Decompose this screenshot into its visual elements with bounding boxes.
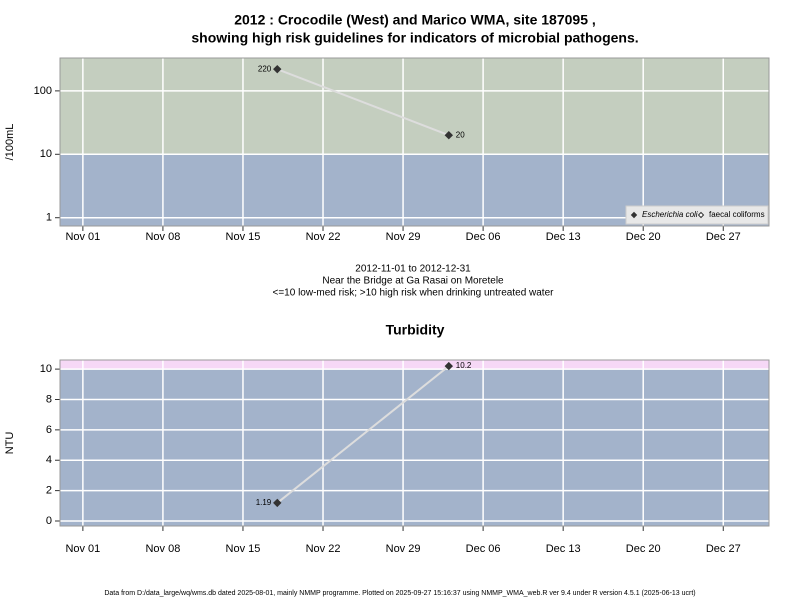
x-tick-label: Dec 06 <box>466 543 501 555</box>
x-tick-label: Dec 27 <box>706 543 741 555</box>
legend-marker <box>630 211 638 219</box>
band-below <box>60 369 769 526</box>
y-tick-label: 0 <box>46 515 52 527</box>
chart-title: 2012 : Crocodile (West) and Marico WMA, … <box>234 12 596 28</box>
x-tick-label: Dec 13 <box>546 543 581 555</box>
data-point <box>444 361 454 371</box>
legend-label: Escherichia coli <box>642 210 698 219</box>
data-point <box>444 130 454 140</box>
data-label: 220 <box>258 64 272 73</box>
x-tick-label: Nov 08 <box>145 231 180 243</box>
x-tick-label: Nov 15 <box>226 231 261 243</box>
legend-marker <box>697 211 705 219</box>
data-label: 20 <box>456 130 465 139</box>
band-above <box>60 360 769 370</box>
x-tick-label: Nov 01 <box>65 543 100 555</box>
y-tick-label: 6 <box>46 424 52 436</box>
x-tick-label: Nov 15 <box>226 543 261 555</box>
legend: Escherichia coli faecal coliforms <box>625 205 769 225</box>
data-point <box>273 64 282 74</box>
x-tick-label: Dec 27 <box>706 231 741 243</box>
y-tick-label: 10 <box>40 363 52 375</box>
x-tick-label: Dec 20 <box>626 231 661 243</box>
y-axis-label: NTU <box>4 432 16 455</box>
x-tick-label: Dec 20 <box>626 543 661 555</box>
x-tick-label: Dec 06 <box>466 231 501 243</box>
x-tick-label: Nov 22 <box>306 543 341 555</box>
footer: Data from D:/data_large/wq/wms.db dated … <box>104 590 695 597</box>
x-tick-label: Nov 08 <box>145 543 180 555</box>
x-tick-label: Nov 29 <box>386 231 421 243</box>
y-tick-label: 1 <box>46 212 52 224</box>
legend-box <box>625 205 769 225</box>
legend-label: faecal coliforms <box>709 210 765 219</box>
x-tick-label: Dec 13 <box>546 231 581 243</box>
chart-title: Turbidity <box>386 322 445 338</box>
series-line <box>276 365 450 504</box>
data-label: 10.2 <box>456 361 472 370</box>
y-tick-label: 10 <box>40 148 52 160</box>
x-tick-label: Nov 22 <box>306 231 341 243</box>
x-tick-label: Nov 29 <box>386 543 421 555</box>
band-above <box>60 58 769 155</box>
y-tick-label: 8 <box>46 393 52 405</box>
plot-border <box>59 57 770 227</box>
series-line <box>276 68 450 137</box>
chart-note: Near the Bridge at Ga Rasai on Moretele <box>322 276 504 287</box>
chart-note: 2012-11-01 to 2012-12-31 <box>355 264 471 275</box>
chart-note: <=10 low-med risk; >10 high risk when dr… <box>273 288 555 299</box>
y-tick-label: 4 <box>46 454 52 466</box>
y-tick-label: 100 <box>34 85 52 97</box>
y-axis-label: /100mL <box>4 124 16 161</box>
data-label: 1.19 <box>256 498 272 507</box>
plot-border <box>59 359 770 527</box>
y-tick-label: 2 <box>46 485 52 497</box>
data-point <box>273 498 282 508</box>
x-tick-label: Nov 01 <box>65 231 100 243</box>
chart-title: showing high risk guidelines for indicat… <box>191 30 638 46</box>
